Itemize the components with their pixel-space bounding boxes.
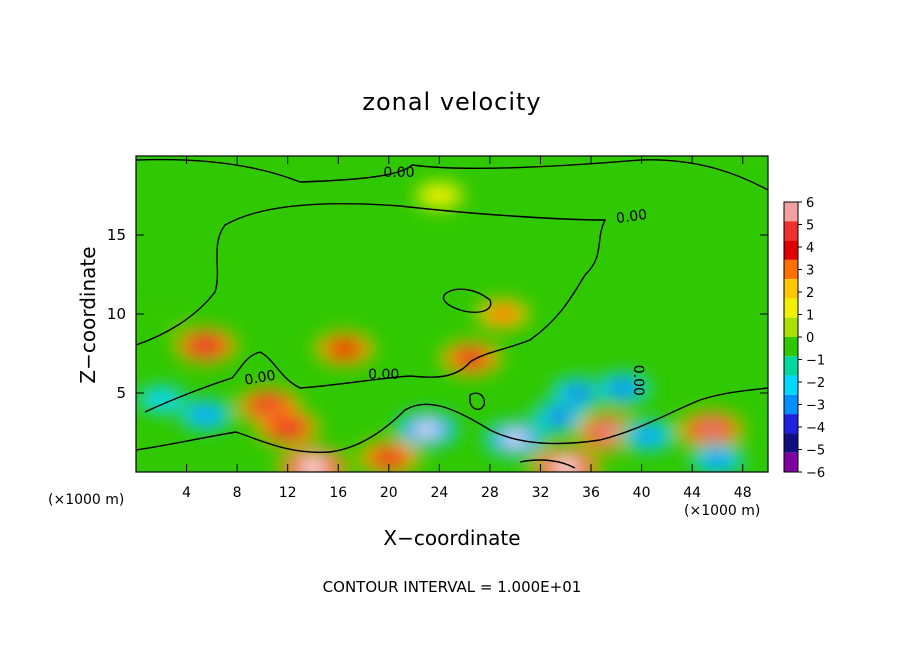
x-unit-left: (×1000 m) [48,492,125,508]
contour-line-upper [136,158,768,191]
x-unit-right: (×1000 m) [684,503,761,519]
velocity-field [136,156,768,472]
colorbar-tick-label: −6 [806,466,825,481]
y-tick-label: 5 [116,384,126,402]
colorbar-tick-label: 4 [806,241,814,256]
contour-labels: 0.00 0.00 0.00 0.00 0.00 [243,165,648,396]
contour-label: 0.00 [615,207,648,227]
field-blob [550,411,569,422]
x-axis: 4 8 12 16 20 24 28 32 36 40 44 48 [182,156,752,501]
colorbar-swatch [784,433,798,453]
contour-label: 0.00 [383,165,414,181]
colorbar-swatch [784,414,798,434]
colorbar-tick-label: 5 [806,219,814,234]
colorbar: 6 5 4 3 2 1 0 −1 −2 −3 −4 −5 −6 [783,196,825,481]
contour-label: 0.00 [368,367,399,383]
y-axis-label: Z−coordinate [76,246,100,384]
x-tick-label: 48 [734,485,752,501]
colorbar-swatch [784,202,798,222]
colorbar-swatch [784,356,798,376]
colorbar-tick-label: −1 [806,354,825,369]
field-blob [639,430,657,441]
colorbar-tick-label: 0 [806,331,814,346]
field-blob [708,454,726,465]
x-tick-label: 28 [481,485,499,501]
contour-line-lower [136,387,768,454]
field-blob [334,343,355,355]
x-tick-label: 16 [329,485,347,501]
colorbar-swatch [784,221,798,241]
contour-island-b [469,392,485,410]
colorbar-swatch [784,394,798,415]
zero-contours [136,158,768,469]
colorbar-swatch [784,375,798,395]
x-tick-label: 32 [532,485,550,501]
contour-line-main [136,202,607,413]
field-blob [305,463,320,472]
field-blob [460,352,481,364]
y-axis: 5 10 15 [107,226,768,402]
x-tick-label: 20 [380,485,398,501]
colorbar-swatch [784,240,798,260]
colorbar-tick-label: 6 [806,196,814,211]
y-tick-label: 15 [107,226,126,244]
field-blob [151,393,171,405]
contour-island-a [442,288,492,313]
y-tick-label: 10 [107,305,126,323]
colorbar-swatch [784,279,798,299]
field-blob [702,424,720,435]
x-axis-label: X−coordinate [383,526,521,550]
x-tick-label: 4 [182,485,191,501]
contour-interval-note: CONTOUR INTERVAL = 1.000E+01 [322,578,582,596]
x-tick-label: 36 [582,485,600,501]
field-blob [378,452,399,464]
field-blob [613,383,632,394]
colorbar-tick-label: −2 [806,376,825,391]
colorbar-tick-label: −3 [806,399,825,414]
field-blob [260,400,278,411]
colorbar-swatch [784,317,798,337]
colorbar-swatch [784,259,798,280]
x-tick-label: 12 [279,485,297,501]
field-blob [197,340,214,351]
contour-label: 0.00 [630,365,646,396]
colorbar-tick-label: 1 [806,309,814,324]
colorbar-tick-label: −5 [806,444,825,459]
x-tick-label: 8 [233,485,242,501]
colorbar-swatch [784,452,798,472]
field-blob [415,182,463,209]
field-blob [419,425,434,434]
colorbar-tick-label: 3 [806,264,814,279]
x-tick-label: 40 [633,485,651,501]
colorbar-swatch [784,298,798,318]
field-blob [602,428,618,437]
field-blob [486,305,519,323]
field-blob [279,423,297,433]
contour-island-c [519,459,576,469]
colorbar-tick-label: 2 [806,286,814,301]
chart-title: zonal velocity [362,88,542,116]
colorbar-swatch [784,337,798,357]
field-blob [569,388,588,398]
contour-label: 0.00 [243,368,276,389]
field-blob [197,410,214,420]
field-blob [146,305,177,323]
x-tick-label: 44 [683,485,701,501]
x-tick-label: 24 [430,485,448,501]
colorbar-tick-label: −4 [806,421,825,436]
